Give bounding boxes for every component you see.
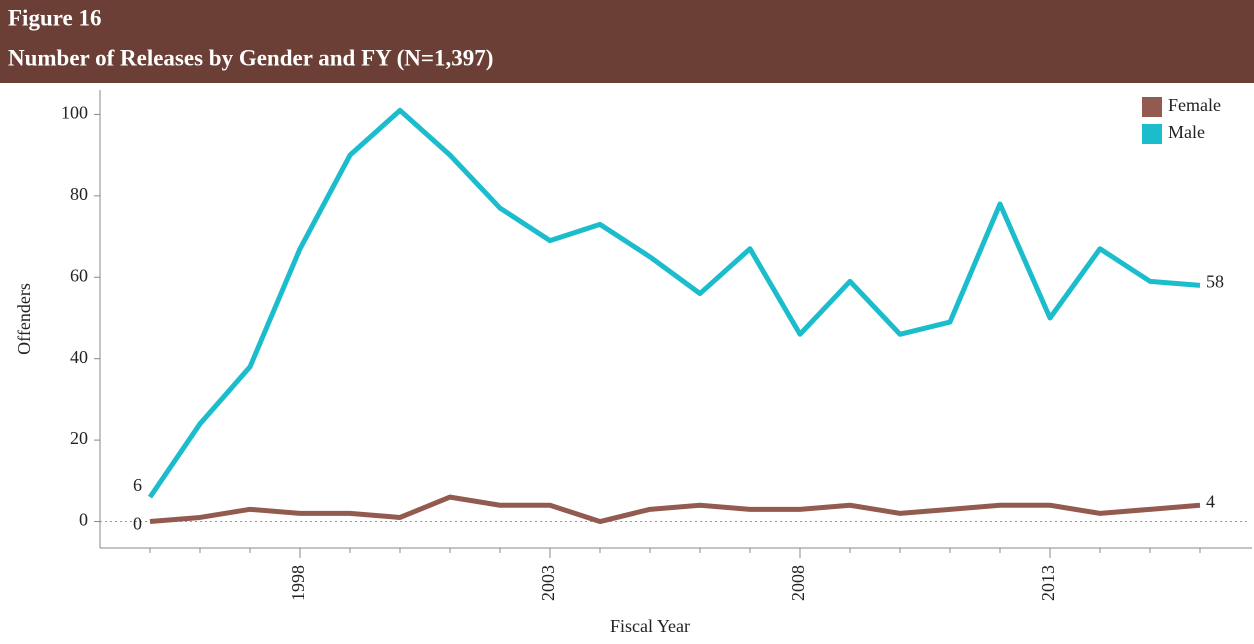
legend-swatch	[1142, 124, 1162, 144]
y-tick-label: 60	[70, 265, 88, 285]
x-tick-label: 2003	[538, 565, 558, 601]
figure-label: Figure 16	[8, 5, 101, 30]
y-tick-label: 0	[79, 510, 88, 530]
y-axis-label: Offenders	[14, 283, 34, 355]
x-axis-label: Fiscal Year	[610, 616, 690, 636]
chart-title: Number of Releases by Gender and FY (N=1…	[8, 45, 493, 70]
x-tick-label: 1998	[288, 565, 308, 601]
header-band	[0, 0, 1254, 83]
y-tick-label: 80	[70, 184, 88, 204]
x-tick-label: 2008	[788, 565, 808, 601]
legend-label: Male	[1168, 122, 1205, 142]
data-label: 4	[1206, 491, 1215, 511]
series-line	[149, 494, 1201, 525]
x-tick-label: 2013	[1038, 565, 1058, 601]
data-label: 6	[133, 475, 142, 495]
series-line	[147, 107, 1201, 499]
y-tick-label: 100	[61, 103, 88, 123]
legend-label: Female	[1168, 95, 1221, 115]
legend-swatch	[1142, 97, 1162, 117]
data-label: 0	[133, 514, 142, 534]
y-tick-label: 20	[70, 428, 88, 448]
y-tick-label: 40	[70, 347, 88, 367]
data-label: 58	[1206, 272, 1224, 292]
